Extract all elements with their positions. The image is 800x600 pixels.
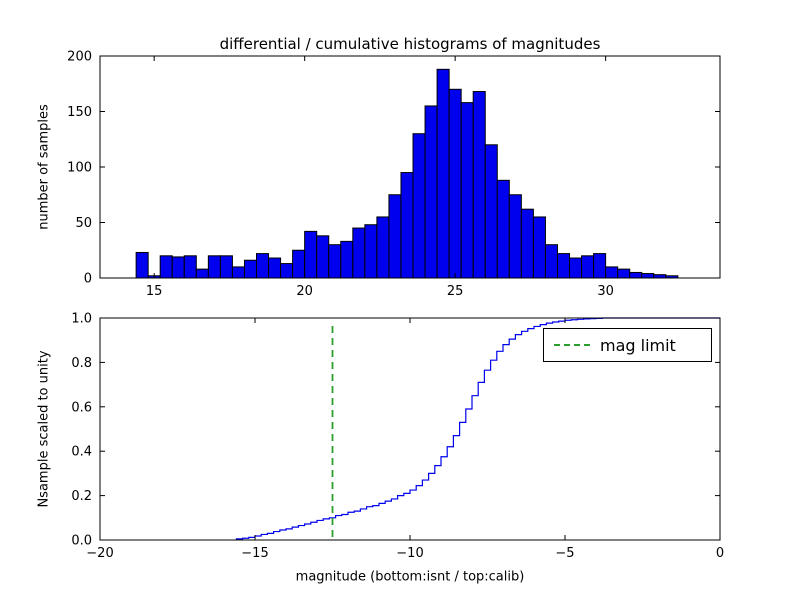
histogram-bar — [328, 244, 342, 279]
tick-label: −15 — [241, 546, 268, 561]
histogram-bar — [231, 266, 245, 279]
top-y-axis-label: number of samples — [36, 104, 52, 230]
histogram-bar — [593, 253, 607, 279]
histogram-bar — [243, 259, 258, 279]
tick-label: 0.6 — [71, 400, 92, 415]
tick-label: 15 — [146, 284, 163, 299]
histogram-bar — [617, 268, 631, 279]
histogram-bar — [219, 255, 233, 279]
histogram-bar — [484, 144, 498, 279]
tick-label: 0 — [84, 272, 92, 287]
histogram-bar — [508, 194, 522, 279]
histogram-bar — [460, 102, 474, 279]
histogram-bar — [532, 216, 546, 279]
tick-label: 20 — [296, 284, 313, 299]
histogram-bar — [641, 273, 655, 279]
tick-label: 200 — [67, 50, 92, 65]
tick-label: 0 — [716, 546, 724, 561]
histogram-bar — [520, 208, 534, 279]
mag-limit-legend-line-icon — [554, 344, 590, 346]
histogram-bar — [605, 266, 619, 279]
histogram-bar — [400, 172, 414, 279]
histogram-bar — [472, 91, 486, 279]
histogram-bar — [207, 255, 221, 279]
histogram-bar — [376, 216, 390, 279]
legend: mag limit — [543, 328, 712, 362]
tick-label: 150 — [67, 105, 92, 120]
histogram-bar — [292, 249, 306, 279]
histogram-bar — [581, 255, 595, 279]
histogram-bar — [424, 105, 438, 279]
tick-label: −5 — [555, 546, 574, 561]
tick-label: 50 — [75, 216, 92, 231]
tick-label: 0.4 — [71, 445, 92, 460]
tick-label: 100 — [67, 161, 92, 176]
tick-label: 1.0 — [71, 312, 92, 327]
tick-label: −20 — [86, 546, 113, 561]
histogram-bar — [496, 179, 510, 279]
histogram-bar — [340, 240, 354, 279]
legend-label: mag limit — [600, 335, 676, 355]
histogram-bar — [436, 68, 450, 279]
histogram-bar — [544, 244, 558, 279]
cumulative-step-line — [235, 317, 720, 540]
histogram-bar — [171, 256, 185, 279]
histogram-bar — [316, 235, 330, 279]
tick-label: 0.0 — [71, 534, 92, 549]
bottom-y-axis-label: Nsample scaled to unity — [36, 350, 52, 508]
histogram-bar — [448, 88, 462, 279]
tick-label: 30 — [597, 284, 614, 299]
histogram-bar — [388, 194, 402, 279]
histogram-bar — [195, 268, 209, 279]
x-axis-label: magnitude (bottom:isnt / top:calib) — [295, 569, 525, 585]
histogram-bar — [569, 257, 583, 279]
tick-label: 0.2 — [71, 489, 92, 504]
tick-label: 25 — [447, 284, 464, 299]
histogram-bar — [183, 255, 197, 279]
histogram-bar — [268, 257, 282, 279]
histogram-bar — [159, 255, 173, 279]
histogram-bar — [352, 227, 366, 279]
histogram-bar — [556, 253, 571, 279]
histogram-bar — [256, 253, 270, 279]
histogram-bar — [629, 271, 643, 279]
chart-title: differential / cumulative histograms of … — [219, 35, 601, 53]
histogram-bar — [364, 224, 378, 279]
histogram-bar — [135, 251, 149, 279]
histogram-bar — [280, 263, 294, 279]
tick-label: −10 — [396, 546, 423, 561]
histogram-bar — [412, 133, 426, 279]
tick-label: 0.8 — [71, 356, 92, 371]
histogram-bar — [304, 230, 318, 279]
